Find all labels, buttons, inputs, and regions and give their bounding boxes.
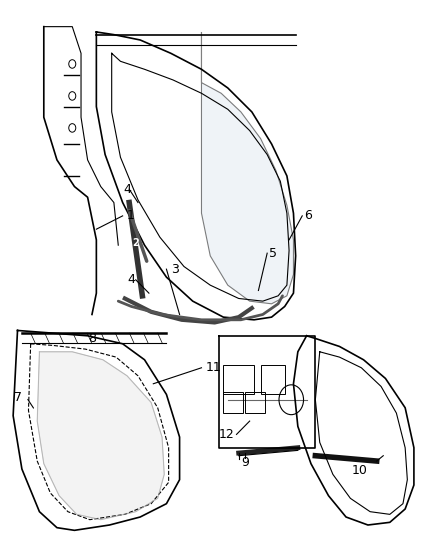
Bar [261,365,285,394]
Polygon shape [37,352,164,520]
Bar [223,392,243,413]
Text: 9: 9 [241,456,249,469]
Text: 7: 7 [14,391,21,403]
Text: 8: 8 [88,332,96,345]
Text: 6: 6 [304,209,312,222]
Text: 11: 11 [206,361,222,374]
Polygon shape [201,32,293,304]
Text: 4: 4 [127,273,135,286]
Bar [245,392,265,413]
Text: 2: 2 [132,238,139,247]
Text: 12: 12 [219,428,234,441]
Text: 5: 5 [269,247,277,260]
Text: 10: 10 [351,464,367,477]
Text: 1: 1 [127,209,135,222]
Text: 4: 4 [123,183,131,196]
Text: 3: 3 [171,263,179,276]
Bar [223,365,254,394]
